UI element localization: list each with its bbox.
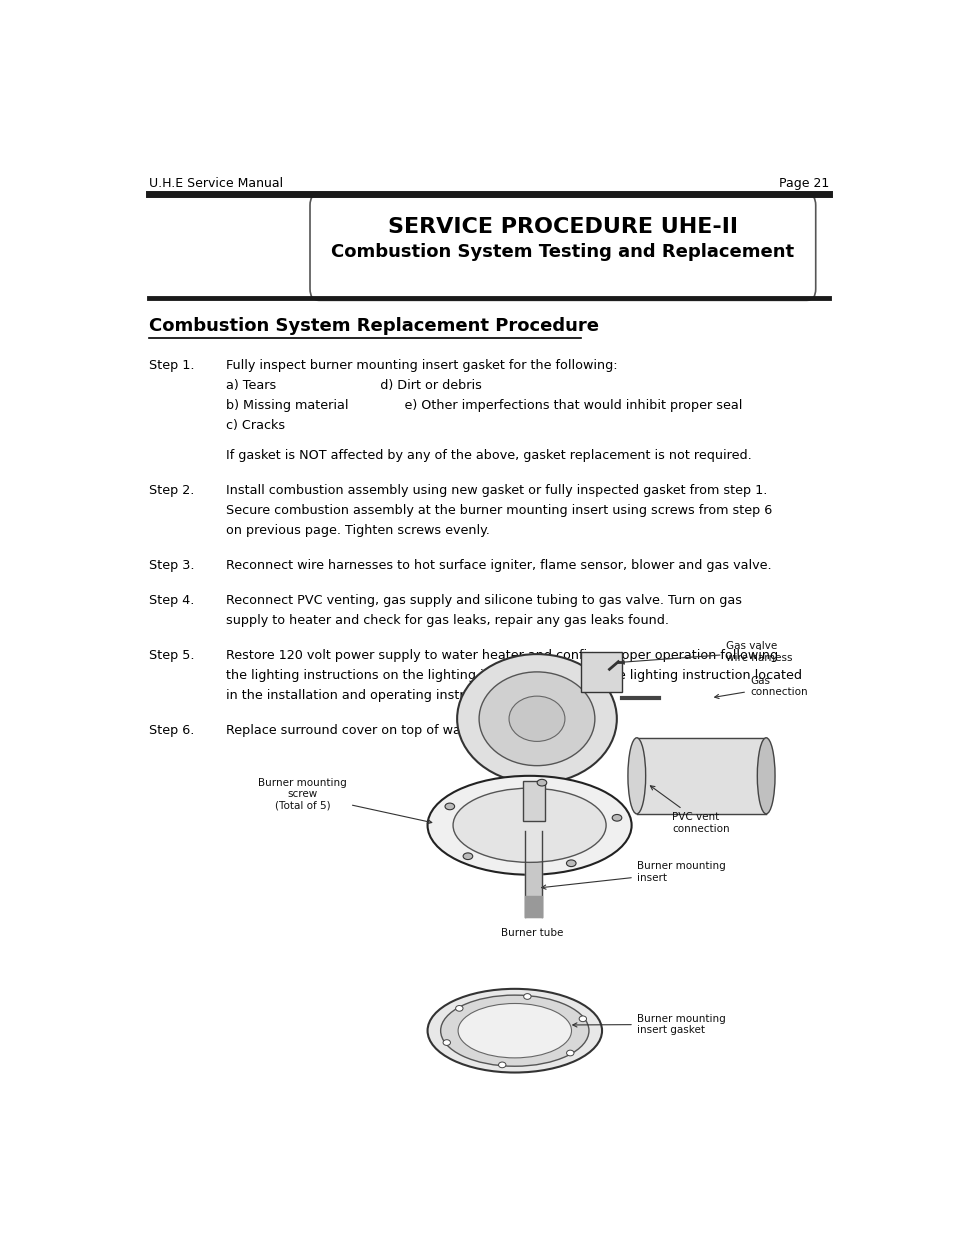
Ellipse shape [478, 672, 595, 766]
Ellipse shape [427, 989, 601, 1072]
Ellipse shape [462, 853, 473, 860]
Ellipse shape [566, 860, 576, 867]
Text: Step 2.: Step 2. [149, 484, 194, 498]
Text: Combustion System Testing and Replacement: Combustion System Testing and Replacemen… [331, 243, 794, 262]
Ellipse shape [442, 1040, 450, 1045]
Ellipse shape [456, 1005, 462, 1011]
Ellipse shape [612, 814, 621, 821]
Text: on previous page. Tighten screws evenly.: on previous page. Tighten screws evenly. [226, 524, 490, 537]
Ellipse shape [427, 776, 631, 874]
Text: Step 6.: Step 6. [149, 724, 194, 737]
Ellipse shape [457, 1004, 571, 1058]
Text: a) Tears                          d) Dirt or debris: a) Tears d) Dirt or debris [226, 379, 482, 393]
Text: Page 21: Page 21 [778, 177, 828, 190]
Ellipse shape [757, 737, 774, 814]
Text: b) Missing material              e) Other imperfections that would inhibit prope: b) Missing material e) Other imperfectio… [226, 399, 742, 412]
Text: Burner mounting
screw
(Total of 5): Burner mounting screw (Total of 5) [258, 778, 432, 824]
Text: Burner tube: Burner tube [500, 927, 562, 937]
Ellipse shape [537, 779, 546, 785]
Bar [522, 781, 544, 821]
Text: Restore 120 volt power supply to water heater and confirm proper operation follo: Restore 120 volt power supply to water h… [226, 648, 778, 662]
Ellipse shape [440, 995, 588, 1066]
Ellipse shape [453, 788, 605, 862]
Text: Reconnect wire harnesses to hot surface igniter, flame sensor, blower and gas va: Reconnect wire harnesses to hot surface … [226, 559, 771, 572]
Text: PVC vent
connection: PVC vent connection [650, 785, 729, 834]
Text: c) Cracks: c) Cracks [226, 419, 285, 432]
Ellipse shape [627, 737, 645, 814]
Text: Step 3.: Step 3. [149, 559, 194, 572]
Text: Fully inspect burner mounting insert gasket for the following:: Fully inspect burner mounting insert gas… [226, 359, 618, 372]
Text: Gas valve
wire harness: Gas valve wire harness [619, 641, 791, 664]
Text: If gasket is NOT affected by any of the above, gasket replacement is not require: If gasket is NOT affected by any of the … [226, 450, 751, 462]
Text: Replace surround cover on top of water heater.: Replace surround cover on top of water h… [226, 724, 528, 737]
Ellipse shape [566, 1050, 574, 1056]
Ellipse shape [509, 697, 564, 741]
Text: Secure combustion assembly at the burner mounting insert using screws from step : Secure combustion assembly at the burner… [226, 504, 772, 517]
Text: Step 1.: Step 1. [149, 359, 194, 372]
Text: Reconnect PVC venting, gas supply and silicone tubing to gas valve. Turn on gas: Reconnect PVC venting, gas supply and si… [226, 594, 741, 606]
Ellipse shape [498, 1062, 505, 1068]
Ellipse shape [523, 994, 531, 999]
Text: Step 5.: Step 5. [149, 648, 194, 662]
Text: U.H.E Service Manual: U.H.E Service Manual [149, 177, 283, 190]
Ellipse shape [578, 1016, 586, 1021]
Text: Install combustion assembly using new gasket or fully inspected gasket from step: Install combustion assembly using new ga… [226, 484, 767, 498]
Text: Gas
connection: Gas connection [714, 676, 806, 699]
Text: the lighting instructions on the lighting instruction label or the lighting inst: the lighting instructions on the lightin… [226, 669, 801, 682]
Ellipse shape [444, 803, 455, 810]
Text: Burner mounting
insert: Burner mounting insert [541, 862, 725, 889]
Text: SERVICE PROCEDURE UHE-II: SERVICE PROCEDURE UHE-II [388, 216, 737, 237]
Text: supply to heater and check for gas leaks, repair any gas leaks found.: supply to heater and check for gas leaks… [226, 614, 669, 627]
Text: Combustion System Replacement Procedure: Combustion System Replacement Procedure [149, 317, 598, 336]
Text: Step 4.: Step 4. [149, 594, 194, 606]
Ellipse shape [456, 655, 617, 783]
Bar [580, 652, 621, 692]
FancyBboxPatch shape [310, 194, 815, 300]
Text: in the installation and operating instruction manual.: in the installation and operating instru… [226, 689, 560, 701]
Text: Burner mounting
insert gasket: Burner mounting insert gasket [572, 1014, 725, 1035]
